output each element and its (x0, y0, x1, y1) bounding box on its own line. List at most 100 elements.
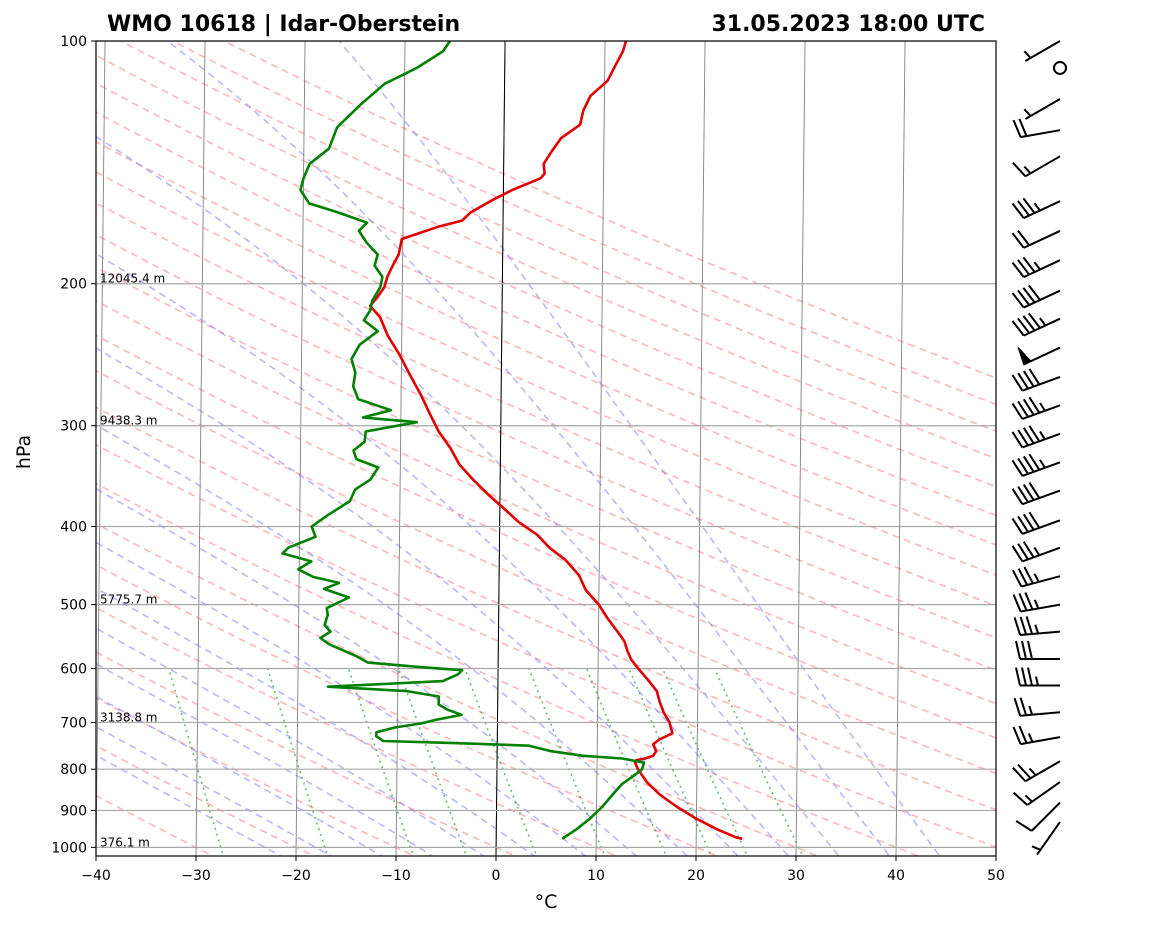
barb-staff (1022, 519, 1061, 535)
dry-adiabat (96, 697, 417, 856)
wind-barb (1011, 312, 1061, 337)
barb-half-flag (1024, 794, 1033, 803)
barb-flag (1017, 763, 1032, 779)
barb-pennant (1017, 346, 1032, 366)
barb-flag (1022, 484, 1035, 501)
wind-barb (1012, 781, 1061, 806)
dry-adiabat (96, 482, 921, 856)
barb-half-flag (1033, 599, 1040, 609)
barb-flag (1028, 284, 1041, 301)
y-tick-label: 200 (60, 277, 87, 293)
barb-flag (1017, 372, 1029, 390)
barb-flag (1017, 200, 1030, 217)
isotherm-line (895, 41, 906, 856)
background-lines (96, 41, 996, 856)
x-tick-label: 10 (587, 868, 605, 884)
barb-staff (1023, 200, 1061, 219)
wind-barb (1011, 396, 1061, 420)
barb-flag (1011, 488, 1024, 505)
barb-staff (1022, 404, 1061, 420)
barb-flag (1022, 315, 1036, 332)
moist-adiabat (96, 252, 790, 856)
barb-flag (1011, 232, 1025, 249)
wind-barb (1011, 541, 1061, 563)
barb-staff (1024, 98, 1061, 120)
barb-flag (1027, 640, 1033, 660)
dry-adiabat (96, 334, 996, 739)
dry-adiabat (222, 41, 996, 379)
barb-half-flag (1033, 573, 1040, 583)
barb-staff (1036, 821, 1061, 856)
barb-flag (1025, 616, 1034, 635)
x-tick-label: 40 (887, 868, 905, 884)
moist-adiabat (96, 347, 739, 856)
barb-flag (1021, 667, 1027, 686)
barb-flag (1011, 459, 1024, 477)
moist-adiabat (338, 41, 941, 856)
barb-flag (1022, 197, 1036, 214)
x-tick-label: 50 (987, 868, 1005, 884)
zero-isotherm (495, 41, 506, 856)
y-tick-label: 900 (60, 803, 87, 819)
x-axis-label: °C (535, 891, 558, 913)
barb-staff (1020, 711, 1061, 717)
barb-flag (1011, 320, 1025, 337)
dry-adiabat (118, 41, 996, 432)
barb-flag (1013, 697, 1022, 717)
barb-flag (1015, 820, 1033, 832)
mixing-ratio-line (528, 668, 606, 856)
isotherm-line (195, 41, 206, 856)
barb-flag (1023, 566, 1034, 584)
barb-flag (1022, 513, 1035, 531)
mixing-ratio-line (464, 668, 538, 856)
barb-flag (1028, 368, 1041, 386)
barb-staff (1026, 781, 1061, 806)
y-tick-label: 800 (60, 762, 87, 778)
wind-barb (1012, 155, 1061, 178)
isotherm-line (695, 41, 706, 856)
barb-half-flag (1039, 402, 1046, 412)
barb-flag (1011, 292, 1025, 309)
moist-adiabat (96, 587, 536, 856)
barb-staff (1023, 289, 1061, 309)
barb-half-flag (1039, 317, 1047, 327)
barb-flag (1022, 427, 1035, 444)
moist-adiabat (96, 135, 841, 856)
dry-adiabat (96, 266, 996, 672)
barb-staff (1020, 736, 1061, 746)
barb-half-flag (1034, 624, 1040, 634)
mixing-ratio-line (628, 668, 713, 856)
barb-half-flag (1039, 459, 1046, 469)
y-tick-label: 1000 (51, 840, 87, 856)
wind-barb (1011, 256, 1061, 279)
barb-staff (1022, 489, 1061, 506)
height-labels: 12045.4 m 9438.3 m 5775.7 m 3138.8 m 376.1 m (100, 272, 165, 850)
isotherm-line (795, 41, 806, 856)
barb-flag (1012, 766, 1027, 782)
dry-adiabat (96, 233, 996, 639)
barb-half-flag (1023, 108, 1032, 117)
barb-flag (1011, 261, 1025, 278)
barb-flag (1012, 162, 1027, 177)
y-tick-label: 100 (60, 34, 87, 50)
barb-half-flag (1028, 767, 1037, 776)
barb-flag (1017, 568, 1029, 586)
x-tick-label: −10 (381, 868, 411, 884)
dry-adiabat (96, 111, 996, 517)
wind-barb (1023, 40, 1061, 62)
dry-adiabat (96, 564, 719, 856)
barb-flag (1018, 593, 1028, 611)
x-tick-label: −30 (181, 868, 211, 884)
barb-half-flag (1033, 261, 1041, 271)
barb-flag (1019, 697, 1028, 716)
barb-half-flag (1027, 733, 1034, 743)
barb-half-flag (1023, 50, 1032, 59)
wind-barb (1012, 725, 1061, 746)
wind-barb (1023, 98, 1061, 120)
isotherm-line (395, 41, 406, 856)
wind-barb (1011, 566, 1061, 588)
height-label: 3138.8 m (100, 710, 158, 724)
barb-flag (1028, 312, 1041, 329)
y-tick-label: 700 (60, 715, 87, 731)
